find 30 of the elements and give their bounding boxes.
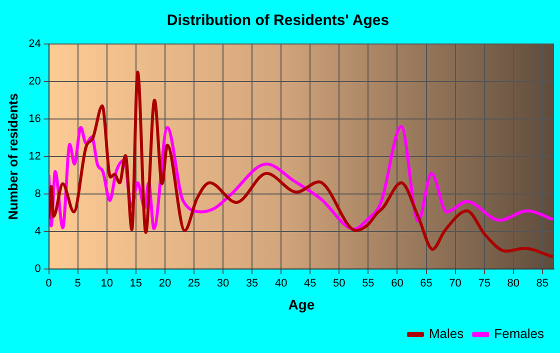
x-tick-label: 80: [507, 278, 520, 290]
legend-label: Females: [494, 326, 544, 342]
x-axis-title: Age: [288, 296, 315, 312]
y-tick-label: 4: [34, 226, 41, 238]
x-tick-label: 85: [536, 278, 549, 290]
x-tick-label: 55: [362, 278, 374, 290]
y-tick-label: 24: [28, 38, 41, 50]
x-tick-label: 25: [188, 278, 200, 290]
x-tick-label: 40: [274, 278, 288, 290]
legend-label: Males: [428, 326, 464, 342]
y-tick-label: 12: [28, 150, 41, 163]
x-tick-label: 50: [333, 278, 346, 290]
x-tick-label: 30: [216, 278, 230, 290]
chart-title: Distribution of Residents' Ages: [166, 12, 390, 30]
y-axis-title: Number of residents: [5, 93, 20, 220]
x-tick-label: 15: [130, 278, 142, 290]
y-tick-label: 0: [34, 263, 41, 276]
x-tick-label: 65: [420, 278, 432, 290]
y-tick-label: 8: [34, 188, 41, 200]
y-tick-label: 20: [28, 76, 41, 88]
y-tick-label: 16: [28, 113, 41, 126]
x-tick-label: 10: [100, 278, 114, 290]
x-tick-label: 35: [246, 278, 258, 290]
x-tick-label: 60: [391, 278, 404, 290]
x-tick-label: 0: [46, 278, 52, 290]
x-tick-label: 45: [304, 278, 316, 290]
x-tick-label: 5: [74, 278, 81, 290]
x-tick-label: 20: [158, 278, 172, 290]
x-tick-label: 70: [449, 278, 462, 290]
x-tick-label: 75: [478, 278, 490, 290]
